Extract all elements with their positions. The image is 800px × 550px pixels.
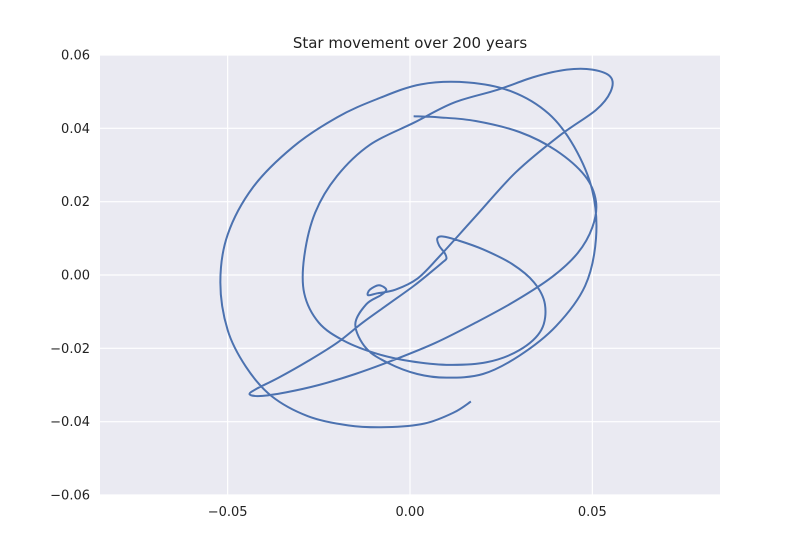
- y-tick-label: 0.02: [61, 195, 90, 210]
- x-tick-label: 0.00: [396, 505, 425, 520]
- tick-labels: −0.05 0.00 0.05 0.06 0.04 0.02 0.00 −0.02 −0.04 −…: [50, 49, 607, 521]
- grid: [100, 54, 720, 496]
- y-tick-label: −0.02: [50, 342, 90, 357]
- x-tick-label: 0.05: [578, 505, 607, 520]
- chart-title: Star movement over 200 years: [293, 34, 528, 52]
- y-tick-label: −0.04: [50, 415, 90, 430]
- y-tick-label: 0.04: [61, 122, 90, 137]
- y-tick-label: 0.06: [61, 49, 90, 64]
- y-tick-label: 0.00: [61, 269, 90, 284]
- series-layer: [219, 67, 614, 429]
- y-tick-label: −0.06: [50, 489, 90, 504]
- x-tick-label: −0.05: [208, 505, 248, 520]
- series-line: [219, 67, 614, 429]
